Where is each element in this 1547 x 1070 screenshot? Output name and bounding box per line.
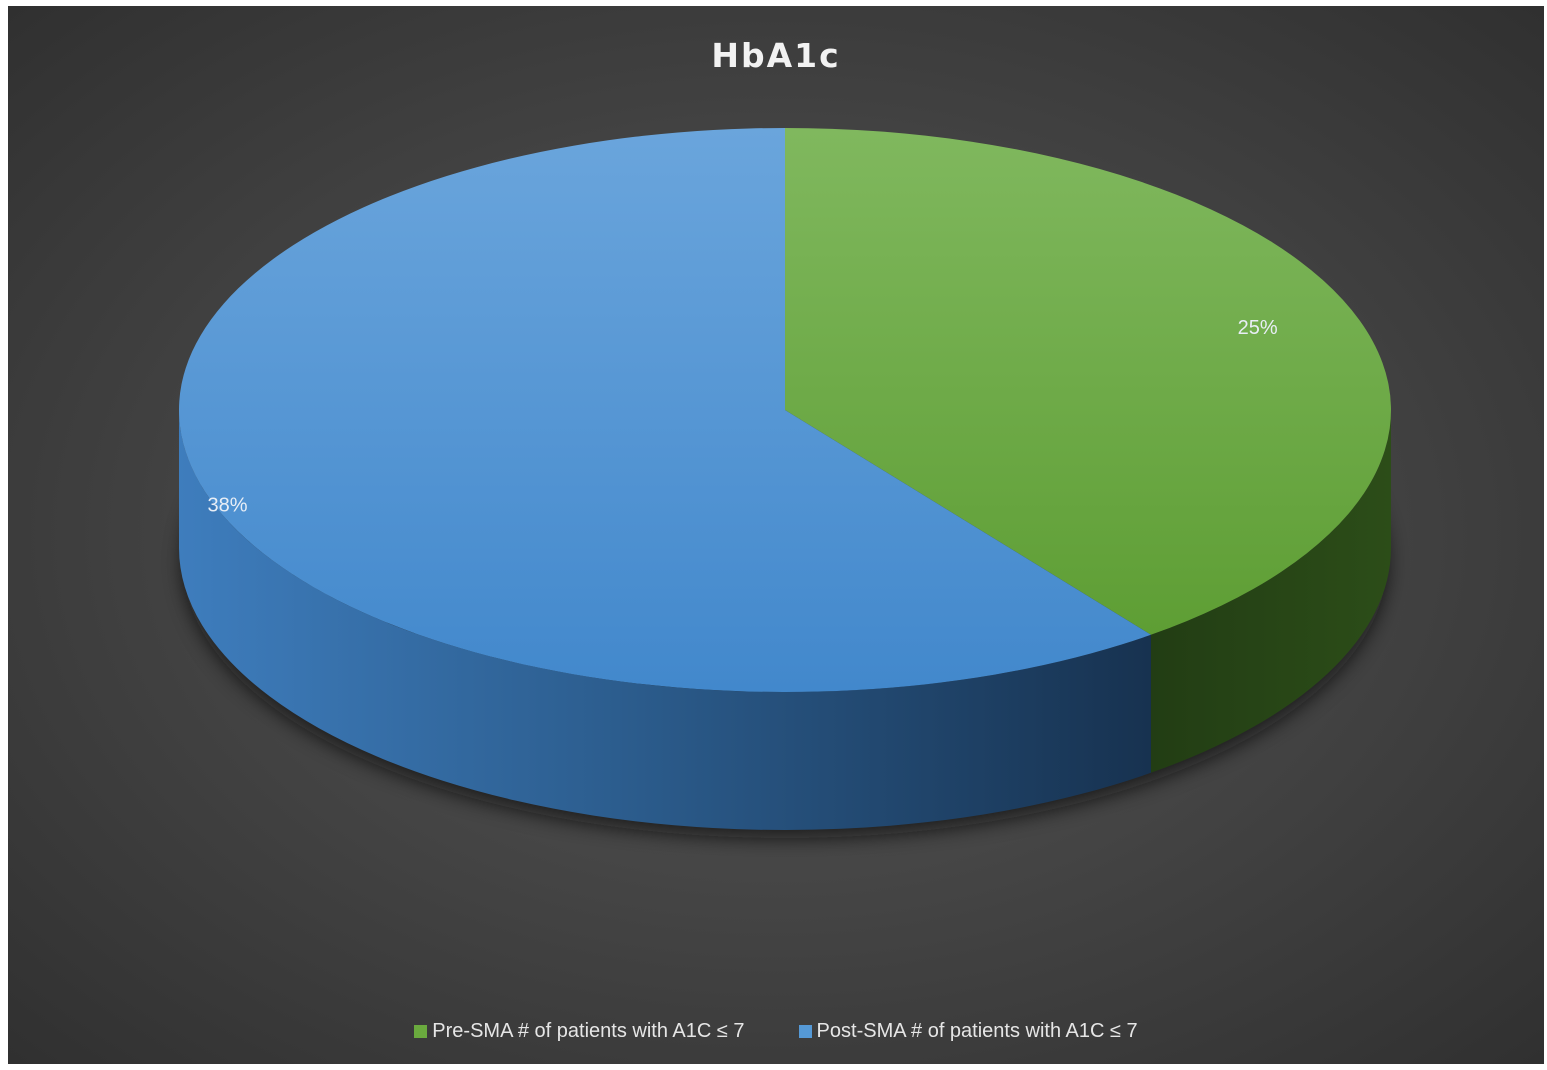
data-label-post-sma: 38% <box>207 495 247 517</box>
legend-item-pre-sma: Pre-SMA # of patients with A1C ≤ 7 <box>414 1020 745 1043</box>
pie-chart: 25% 38% <box>179 128 1392 838</box>
legend: Pre-SMA # of patients with A1C ≤ 7 Post-… <box>8 1020 1544 1043</box>
pie-slice-post-sma <box>179 128 1151 692</box>
pie-side-pre-sma <box>1150 410 1391 773</box>
pie-slice-pre-sma <box>785 128 1392 635</box>
legend-item-post-sma: Post-SMA # of patients with A1C ≤ 7 <box>798 1020 1138 1043</box>
legend-swatch-pre-sma <box>414 1025 428 1038</box>
legend-label-pre-sma: Pre-SMA # of patients with A1C ≤ 7 <box>432 1020 745 1042</box>
pie-side-post-sma <box>179 410 1151 831</box>
chart-title: HbA1c <box>711 36 841 75</box>
data-label-pre-sma: 25% <box>1238 317 1278 339</box>
chart-area: HbA1c 2 <box>8 6 1544 1064</box>
legend-label-post-sma: Post-SMA # of patients with A1C ≤ 7 <box>816 1020 1138 1042</box>
legend-swatch-post-sma <box>798 1025 812 1038</box>
